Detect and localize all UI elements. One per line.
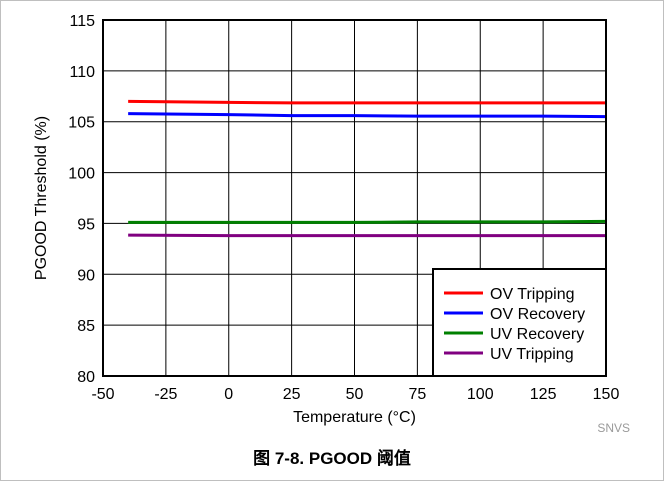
legend: OV Tripping OV Recovery UV Recovery UV Trip… [432, 268, 607, 377]
x-tick-label-2: 0 [224, 386, 233, 403]
watermark-text: SNVS [597, 421, 630, 435]
y-tick-labels: 80 85 90 95 100 105 110 115 [68, 13, 95, 386]
series-line-uv-recovery [128, 219, 607, 224]
legend-label-ov-tripping: OV Tripping [490, 286, 574, 303]
y-tick-label-0: 80 [77, 369, 95, 386]
legend-label-uv-recovery: UV Recovery [490, 326, 584, 343]
x-tick-label-4: 50 [346, 386, 364, 403]
legend-label-ov-recovery: OV Recovery [490, 306, 585, 323]
legend-label-uv-tripping: UV Tripping [490, 346, 574, 363]
y-axis-label: PGOOD Threshold (%) [33, 116, 50, 280]
plot-border [102, 19, 607, 377]
legend-box [432, 268, 607, 377]
x-tick-label-5: 75 [408, 386, 426, 403]
x-axis-label: Temperature (°C) [293, 409, 416, 426]
y-tick-label-5: 105 [68, 115, 95, 132]
x-tick-label-1: -25 [154, 386, 177, 403]
series-line-uv-tripping [128, 233, 606, 238]
series-line-ov-recovery [128, 112, 607, 119]
figure-caption: 图 7-8. PGOOD 阈值 [253, 449, 411, 468]
pgood-threshold-chart: -50 -25 0 25 50 75 100 125 150 80 85 90 95 100 105 110… [33, 13, 630, 435]
y-tick-label-1: 85 [77, 318, 95, 335]
y-tick-label-6: 110 [69, 64, 95, 81]
x-tick-labels: -50 -25 0 25 50 75 100 125 150 [91, 386, 619, 403]
y-tick-label-7: 115 [69, 13, 95, 30]
series-line-ov-tripping [128, 99, 606, 105]
series-lines [128, 99, 607, 238]
x-tick-label-6: 100 [467, 386, 494, 403]
y-tick-label-2: 90 [77, 267, 95, 284]
y-tick-label-4: 100 [68, 166, 95, 183]
x-tick-label-0: -50 [91, 386, 114, 403]
x-tick-label-3: 25 [283, 386, 301, 403]
x-tick-label-8: 150 [593, 386, 620, 403]
y-tick-label-3: 95 [77, 216, 95, 233]
x-tick-label-7: 125 [530, 386, 557, 403]
